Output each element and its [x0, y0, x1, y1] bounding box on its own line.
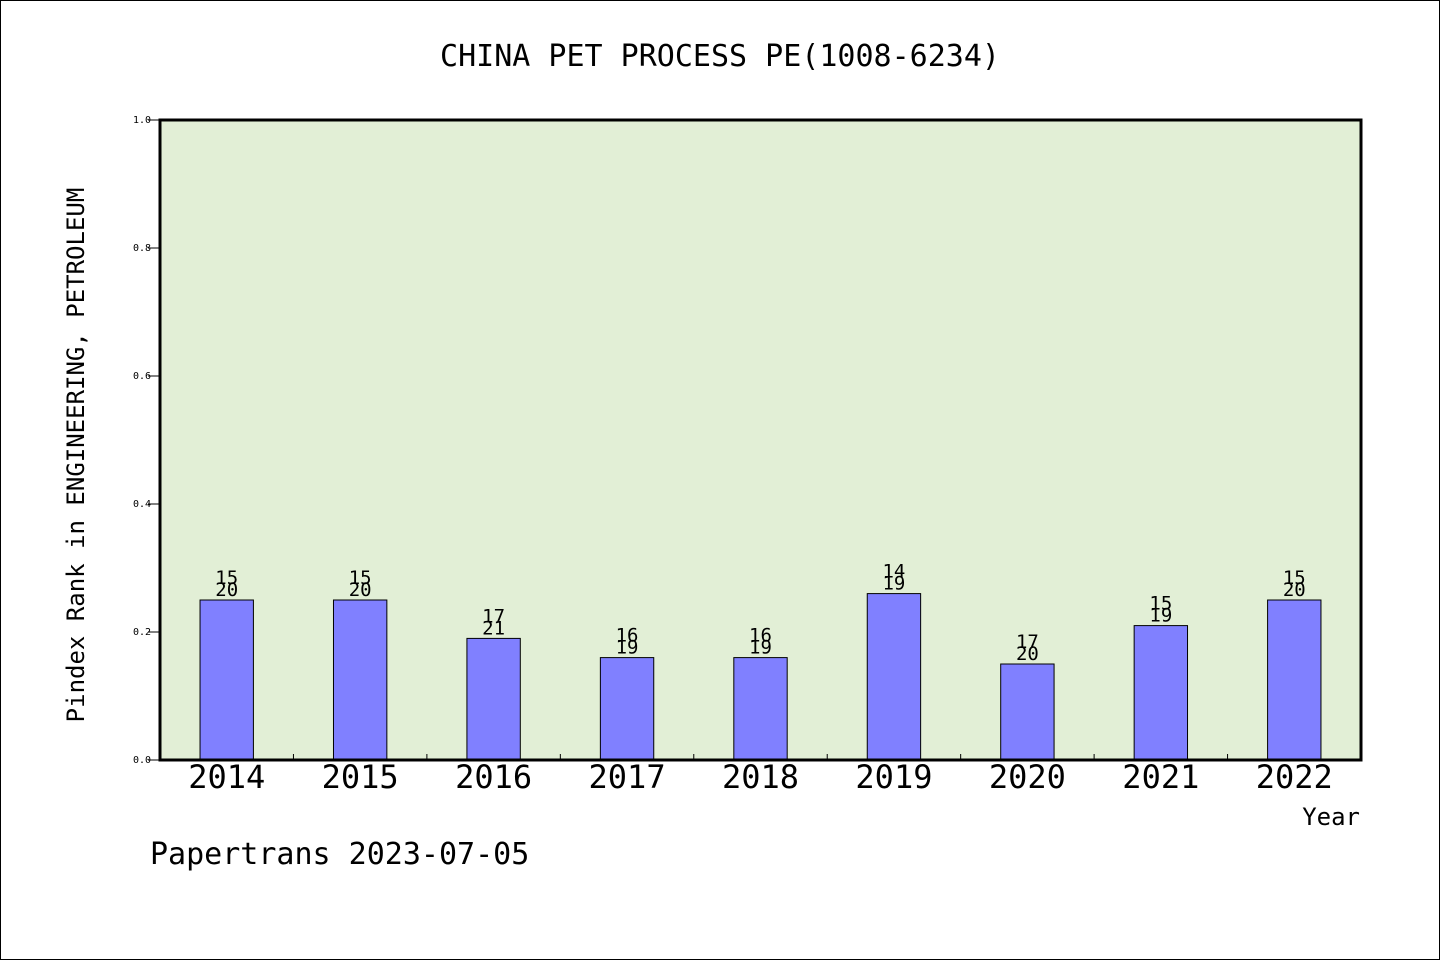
- bar-label-top: 15: [349, 567, 372, 589]
- bar-label-top: 16: [749, 625, 772, 647]
- bar-label-top: 17: [482, 605, 505, 627]
- y-axis-label: Pindex Rank in ENGINEERING, PETROLEUM: [62, 188, 90, 723]
- bar: [866, 593, 922, 761]
- y-tick-label: 0.8: [133, 243, 151, 254]
- bar-label-bottom: 20: [1283, 579, 1306, 601]
- y-tick-label: 1.0: [133, 115, 151, 126]
- y-tick-label: 0.6: [133, 371, 151, 382]
- bar: [1000, 663, 1055, 761]
- y-tick-label: 0.2: [133, 627, 151, 638]
- x-tick-label: 2021: [1122, 758, 1199, 796]
- bar-label-bottom: 20: [349, 579, 372, 601]
- footer-credit: Papertrans 2023-07-05: [150, 837, 529, 872]
- x-tick-label: 2017: [589, 758, 666, 796]
- bar: [466, 637, 521, 761]
- x-tick-label: 2016: [455, 758, 532, 796]
- bar-label-top: 15: [215, 567, 238, 589]
- bar: [1267, 599, 1322, 761]
- bar-label-bottom: 19: [882, 573, 905, 595]
- x-tick-label: 2014: [188, 758, 265, 796]
- x-tick-label: 2022: [1256, 758, 1333, 796]
- x-tick-label: 2015: [322, 758, 399, 796]
- chart-title: CHINA PET PROCESS PE(1008-6234): [440, 39, 1000, 74]
- bar-label-bottom: 19: [616, 637, 639, 659]
- bar-label-bottom: 19: [1149, 605, 1172, 627]
- bar-label-top: 14: [882, 561, 905, 583]
- bar-label-bottom: 21: [482, 617, 505, 639]
- bar-label-bottom: 20: [215, 579, 238, 601]
- bar-label-bottom: 19: [749, 637, 772, 659]
- bar-label-top: 15: [1149, 593, 1172, 615]
- x-tick-label: 2019: [855, 758, 932, 796]
- bar-label-bottom: 20: [1016, 643, 1039, 665]
- y-axis: 0.0 0.2 0.4 0.6 0.8 1.0: [133, 115, 160, 766]
- x-axis-label: Year: [1302, 803, 1360, 831]
- y-tick-label: 0.4: [133, 499, 151, 510]
- bar: [199, 599, 254, 761]
- x-tick-label: 2020: [989, 758, 1066, 796]
- bar: [599, 657, 655, 761]
- x-tick-label: 2018: [722, 758, 799, 796]
- bar: [733, 657, 788, 761]
- bar-label-top: 16: [616, 625, 639, 647]
- plot-border: [158, 118, 1363, 762]
- y-tick-label: 0.0: [133, 755, 151, 766]
- bar-label-top: 17: [1016, 631, 1039, 653]
- x-axis: 2014 2015 2016 2017 2018 2019 2020 2021 2022: [188, 754, 1333, 796]
- bar: [332, 599, 388, 761]
- bar-label-top: 15: [1283, 567, 1306, 589]
- bar: [1133, 625, 1189, 761]
